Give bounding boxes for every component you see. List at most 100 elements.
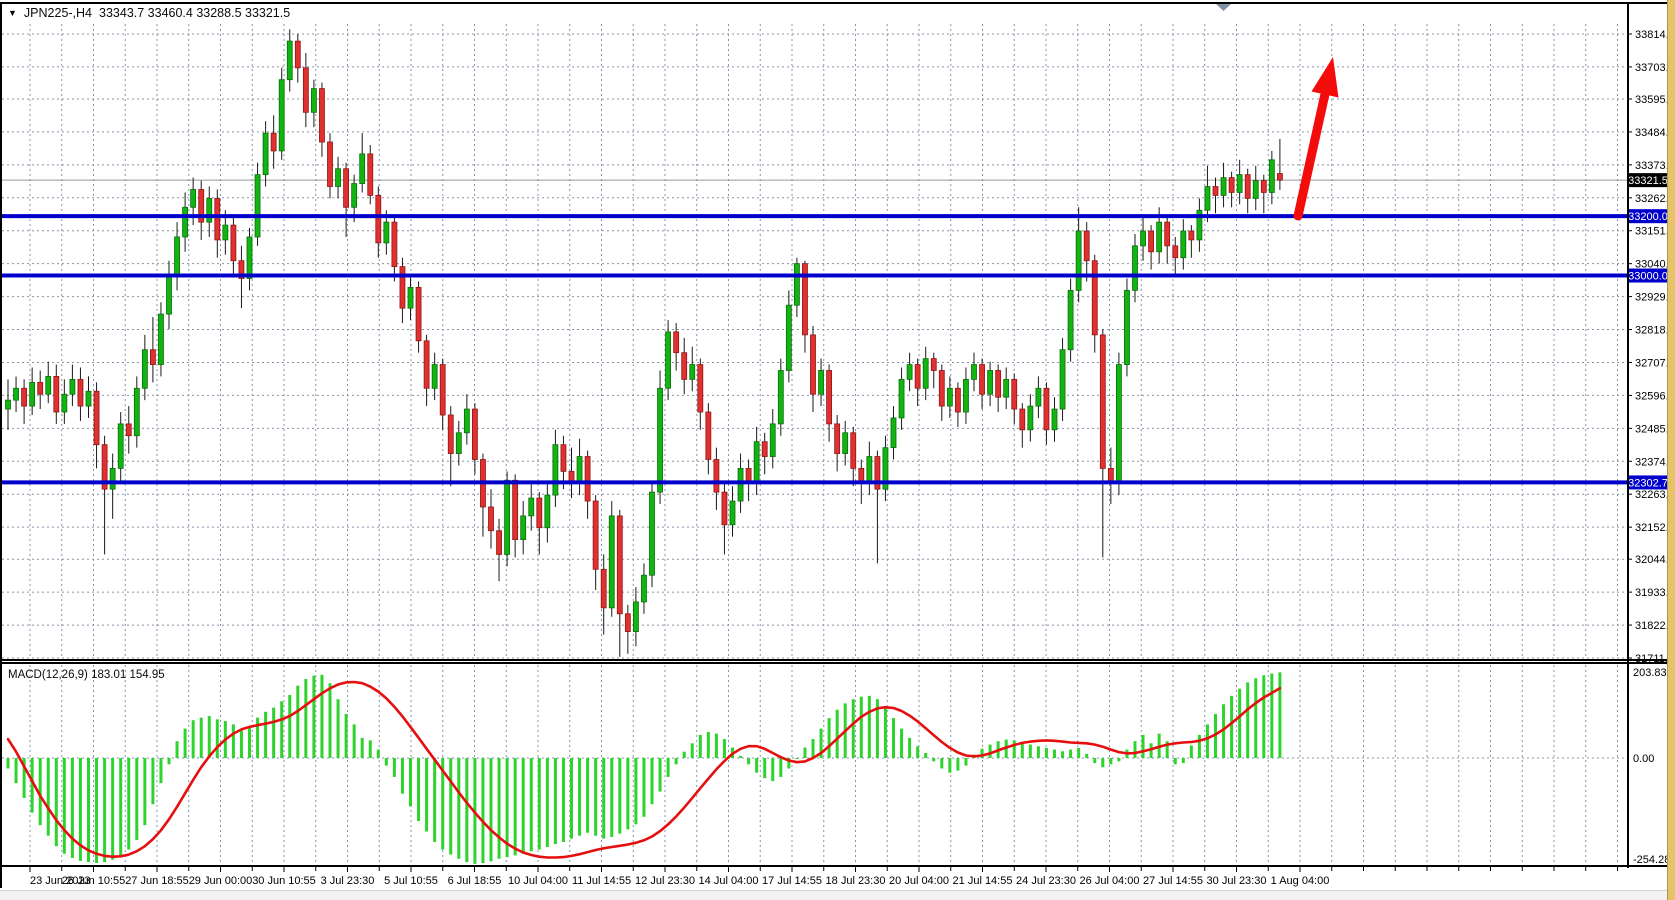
- price-tick-label[interactable]: 33703.0: [1635, 62, 1675, 74]
- macd-histogram-bar: [1149, 743, 1153, 758]
- macd-histogram-bar: [545, 758, 549, 848]
- candle-bear: [375, 195, 382, 244]
- macd-histogram-bar: [481, 758, 485, 863]
- time-axis-label[interactable]: 18 Jul 23:30: [826, 875, 886, 887]
- price-tick-label[interactable]: 32707.0: [1635, 357, 1675, 369]
- price-tick-label[interactable]: 33262.0: [1635, 193, 1675, 205]
- macd-histogram-bar: [1020, 742, 1024, 758]
- time-axis-label[interactable]: 21 Jul 14:55: [953, 875, 1013, 887]
- macd-histogram-bar: [497, 758, 501, 859]
- panel-separator[interactable]: [0, 659, 1668, 661]
- candle-bear: [423, 340, 430, 389]
- time-axis-label[interactable]: 5 Jul 10:55: [384, 875, 438, 887]
- candle-bull: [520, 515, 527, 541]
- price-tick-label[interactable]: 33151.0: [1635, 226, 1675, 238]
- candle-bear: [1172, 245, 1179, 259]
- price-tick-label[interactable]: 31822.0: [1635, 620, 1675, 632]
- macd-histogram-bar: [642, 758, 646, 817]
- up-arrow-shaft[interactable]: [1293, 89, 1330, 221]
- macd-histogram-bar: [586, 758, 590, 833]
- candle-bull: [1051, 408, 1058, 431]
- macd-histogram-bar: [1085, 753, 1089, 758]
- macd-histogram-bar: [248, 727, 251, 758]
- candle-bull: [69, 378, 76, 395]
- candle-bull: [407, 286, 414, 309]
- time-axis-label[interactable]: 29 Jun 00:00: [189, 875, 253, 887]
- macd-histogram-bar: [1061, 751, 1065, 758]
- macd-histogram-bar: [634, 758, 638, 825]
- time-axis-label[interactable]: 26 Jul 04:00: [1080, 875, 1140, 887]
- price-tick-label[interactable]: 31933.0: [1635, 587, 1675, 599]
- candle-bull: [182, 206, 189, 238]
- macd-histogram-bar: [739, 755, 743, 758]
- macd-histogram-bar: [441, 758, 445, 850]
- candle-bear: [391, 221, 398, 268]
- price-tick-label[interactable]: 33373.0: [1635, 160, 1675, 172]
- candle-bull: [576, 456, 583, 484]
- candle-bull: [882, 447, 889, 490]
- candle-bear: [721, 491, 728, 526]
- price-tick-label[interactable]: 33484.0: [1635, 127, 1675, 139]
- price-tick-label[interactable]: 32485.0: [1635, 423, 1675, 435]
- candle-bear: [938, 370, 945, 407]
- price-tick-label[interactable]: 33814.0: [1635, 29, 1675, 41]
- macd-histogram-bar: [1197, 734, 1201, 758]
- price-tick-label[interactable]: 32044.0: [1635, 554, 1675, 566]
- price-tick-label[interactable]: 32929.0: [1635, 292, 1675, 304]
- time-axis-label[interactable]: 14 Jul 04:00: [699, 875, 759, 887]
- macd-histogram-bar: [755, 758, 759, 773]
- candle-bull: [254, 174, 261, 238]
- macd-histogram-bar: [529, 758, 533, 852]
- macd-histogram-bar: [22, 758, 26, 798]
- time-axis-label[interactable]: 10 Jul 04:00: [508, 875, 568, 887]
- candle-bull: [794, 263, 800, 306]
- time-axis-label[interactable]: 20 Jul 04:00: [889, 875, 949, 887]
- up-arrow-head[interactable]: [1311, 57, 1339, 98]
- price-tick-label[interactable]: 33595.0: [1635, 94, 1675, 106]
- macd-histogram-bar: [167, 758, 171, 765]
- time-axis-label[interactable]: 27 Jun 18:55: [125, 875, 189, 887]
- macd-histogram-bar: [1044, 747, 1048, 758]
- level-price-tag: [1629, 209, 1667, 224]
- time-axis-label[interactable]: 17 Jul 14:55: [762, 875, 822, 887]
- time-axis-label[interactable]: 24 Jul 23:30: [1016, 875, 1076, 887]
- time-axis-label[interactable]: 30 Jun 10:55: [252, 875, 316, 887]
- candle-bull: [359, 153, 366, 184]
- time-axis-label[interactable]: 26 Jun 10:55: [62, 875, 126, 887]
- panel-separator[interactable]: [0, 662, 1668, 664]
- candle-bull: [1196, 209, 1203, 241]
- candle-bear: [270, 132, 277, 152]
- candle-bull: [785, 304, 792, 371]
- price-tick-label[interactable]: 32374.0: [1635, 456, 1675, 468]
- macd-histogram-bar: [119, 758, 123, 856]
- candle-bull: [85, 390, 92, 407]
- macd-histogram-bar: [771, 758, 775, 782]
- price-tick-label[interactable]: 33040.0: [1635, 259, 1675, 271]
- macd-histogram-bar: [360, 737, 364, 758]
- symbol-dropdown-icon[interactable]: ▼: [8, 8, 17, 18]
- price-tick-label[interactable]: 32596.0: [1635, 390, 1675, 402]
- time-axis-label[interactable]: 30 Jul 23:30: [1207, 875, 1267, 887]
- price-tick-label[interactable]: 32263.0: [1635, 489, 1675, 501]
- macd-histogram-bar: [1173, 758, 1177, 765]
- candle-bear: [600, 568, 607, 609]
- macd-histogram-bar: [103, 758, 107, 863]
- time-axis-label[interactable]: 12 Jul 23:30: [635, 875, 695, 887]
- time-axis-label[interactable]: 27 Jul 14:55: [1143, 875, 1203, 887]
- price-tick-label[interactable]: 32152.0: [1635, 522, 1675, 534]
- time-axis-label[interactable]: 6 Jul 18:55: [448, 875, 502, 887]
- macd-histogram-bar: [1141, 734, 1145, 758]
- candle-bull: [463, 408, 470, 434]
- time-axis-label[interactable]: 1 Aug 04:00: [1271, 875, 1330, 887]
- ohlc-values-label: 33343.7 33460.4 33288.5 33321.5: [99, 6, 291, 20]
- macd-histogram-bar: [191, 720, 195, 758]
- candle-bear: [826, 370, 832, 425]
- time-axis-label[interactable]: 3 Jul 23:30: [321, 875, 375, 887]
- price-tick-label[interactable]: 32818.0: [1635, 325, 1675, 337]
- macd-histogram-bar: [956, 758, 960, 771]
- macd-histogram-bar: [87, 758, 90, 863]
- time-axis-label[interactable]: 11 Jul 14:55: [572, 875, 631, 887]
- candle-bear: [1212, 186, 1219, 196]
- time-axis-label[interactable]: 23 Jun 2023: [30, 875, 91, 887]
